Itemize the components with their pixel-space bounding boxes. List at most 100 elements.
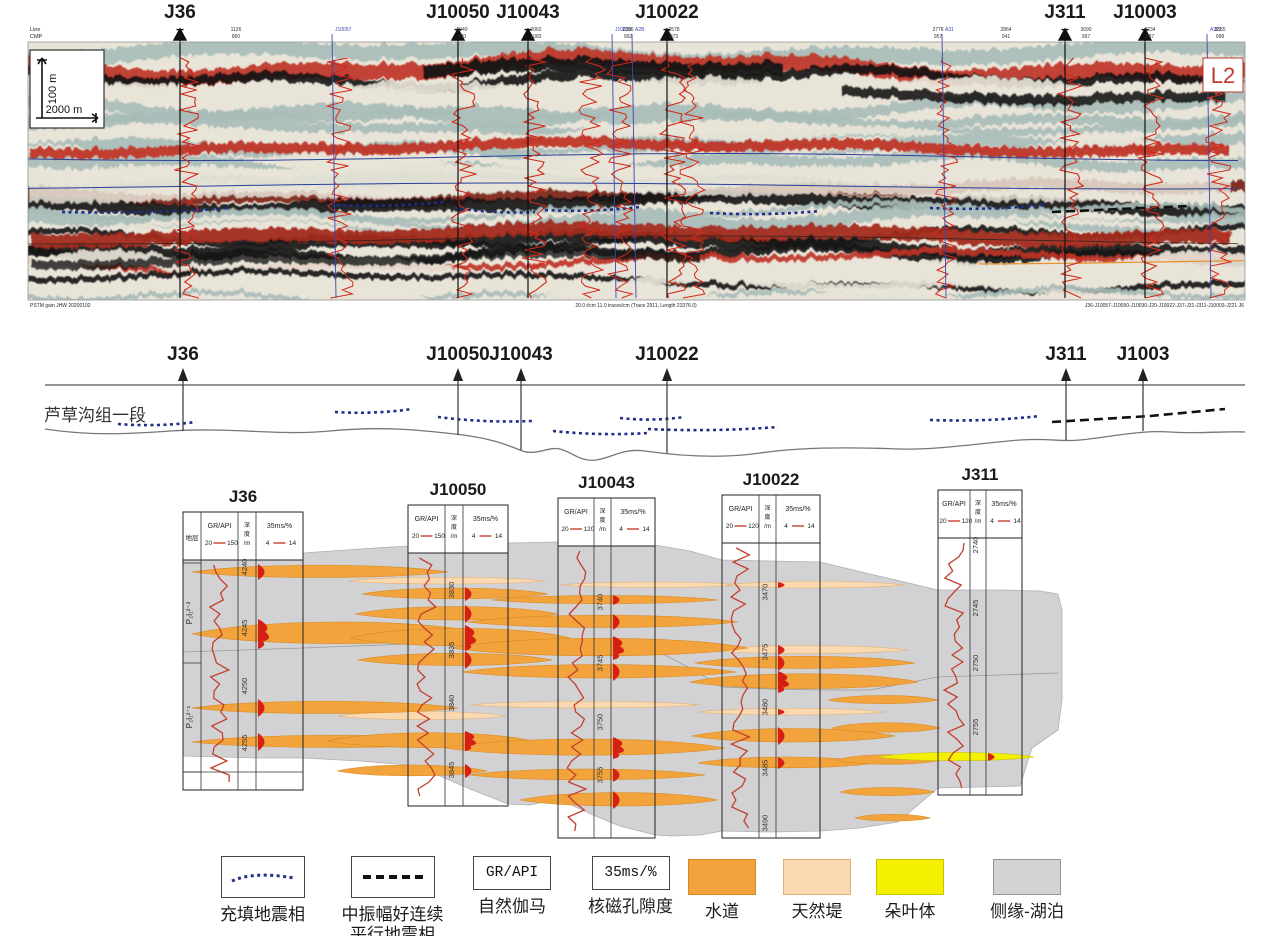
legend-scale-text: 35ms/% [604, 865, 657, 881]
log-trace-red [577, 57, 607, 299]
trace-mark-cmp: 941 [1002, 34, 1011, 40]
depth-tick: 4240 [240, 559, 249, 576]
porosity-anomaly [613, 663, 620, 681]
depth-label-2: 度 [599, 516, 605, 524]
channel-body [689, 673, 919, 689]
depth-tick: 3740 [596, 594, 605, 611]
depth-label-1: 深 [244, 521, 250, 529]
porosity-anomaly [778, 671, 790, 693]
strat-header: 地层 [186, 533, 200, 542]
gr-max: 150 [434, 533, 445, 540]
seismic-well-label: J36 [164, 2, 196, 23]
legend-label: 中振幅好连续 平行地震相 [341, 905, 444, 936]
legend-dotted-line-box [220, 856, 305, 898]
scale-box [29, 49, 105, 129]
derrick-icon [1057, 27, 1073, 41]
por-min: 4 [619, 526, 623, 533]
sketch-well-arrow [516, 368, 526, 381]
panel-header-bg [558, 498, 655, 546]
por-max: 14 [289, 540, 297, 547]
channel-body [830, 722, 942, 733]
strat-unit-label: P₂l₁²⁻² [185, 601, 194, 624]
gr-max: 120 [748, 523, 759, 530]
channel-body [491, 595, 719, 604]
por-min: 4 [990, 518, 994, 525]
correlation-well-label: J10050 [430, 480, 487, 499]
channel-body [357, 652, 553, 666]
seismic-band [28, 201, 1245, 236]
legend-scale-box: 35ms/% [591, 856, 670, 890]
depth-tick: 3480 [761, 699, 770, 716]
gr-max: 120 [584, 526, 595, 533]
legend-label: 核磁孔隙度 [588, 897, 673, 916]
channel-body [691, 728, 896, 743]
scale-vertical-label: 100 m [47, 74, 59, 105]
deviated-well-label: J10030 [615, 27, 632, 33]
panel-border [721, 494, 821, 839]
sketch-well-label: J10050 [426, 344, 489, 365]
depth-label-3: /m [451, 534, 458, 540]
depth-label-3: /m [764, 524, 771, 530]
gr-max: 120 [962, 518, 973, 525]
trace-mark-line: 2578 [668, 27, 679, 33]
seismic-well-label: J10050 [426, 2, 489, 23]
panel-border [557, 497, 656, 839]
scale-arrowhead-right [91, 113, 99, 123]
scale-horizontal-label: 2000 m [46, 104, 83, 116]
por-label: 35ms/% [267, 523, 292, 530]
deviated-well-path [941, 33, 947, 299]
deviated-well-path [331, 33, 337, 299]
legend-label: 天然堤 [791, 902, 843, 921]
sketch-well-arrow [453, 368, 463, 381]
legend-item: 中振幅好连续 平行地震相 [330, 856, 455, 936]
legend-label: 水道 [705, 902, 739, 921]
legend-label: 朵叶体 [884, 902, 936, 921]
scale-arrowhead-top [37, 57, 47, 65]
gr-label: GR/API [564, 509, 588, 516]
depth-label-3: /m [599, 527, 606, 533]
log-trace-red [931, 57, 959, 299]
sketch-well-arrow [662, 368, 672, 381]
panel-border [182, 511, 304, 791]
horizon-orange [979, 260, 1245, 265]
derrick-icon [1137, 27, 1153, 41]
depth-label-2: 度 [451, 523, 457, 531]
seismic-image-clip [28, 42, 1245, 300]
seismic-border [27, 41, 1246, 301]
sketch-well-label: J36 [167, 344, 199, 365]
deviated-well-label: A321 [1210, 27, 1222, 33]
sketch-well-label: J10043 [489, 344, 552, 365]
depth-tick: 2755 [971, 719, 980, 736]
porosity-anomaly [613, 636, 625, 660]
sketch-well-label: J10022 [635, 344, 698, 365]
sketch-well-label: J1003 [1117, 344, 1170, 365]
deviated-well-label: J10057 [335, 27, 352, 33]
porosity-anomaly [613, 614, 620, 630]
depth-tick: 3835 [447, 642, 456, 659]
seismic-band [28, 187, 1245, 215]
gr-min: 20 [939, 518, 947, 525]
fill-facies-pick [437, 415, 533, 423]
sketch-well-label: J311 [1045, 344, 1087, 365]
seismic-band [28, 133, 1228, 157]
sketch-well-arrow [178, 368, 188, 381]
depth-label-2: 度 [764, 513, 770, 521]
correlation-well-label: J311 [962, 465, 999, 484]
depth-tick: 3755 [596, 767, 605, 784]
porosity-anomaly [258, 564, 265, 580]
deviated-well-path [611, 33, 617, 299]
legend-label: 自然伽马 [478, 897, 546, 916]
legend-swatch [876, 859, 944, 895]
depth-tick: 3840 [447, 695, 456, 712]
porosity-anomaly [778, 727, 785, 745]
legend-swatch [688, 859, 756, 895]
seismic-well-label: J10003 [1113, 2, 1176, 23]
legend-label: 充填地震相 [220, 905, 305, 924]
trace-mark-cmp: 997 [1082, 34, 1091, 40]
depth-label-3: /m [975, 519, 982, 525]
gr-curve [729, 547, 752, 829]
deviated-well-path [631, 33, 637, 299]
fill-facies-pick [552, 429, 649, 436]
